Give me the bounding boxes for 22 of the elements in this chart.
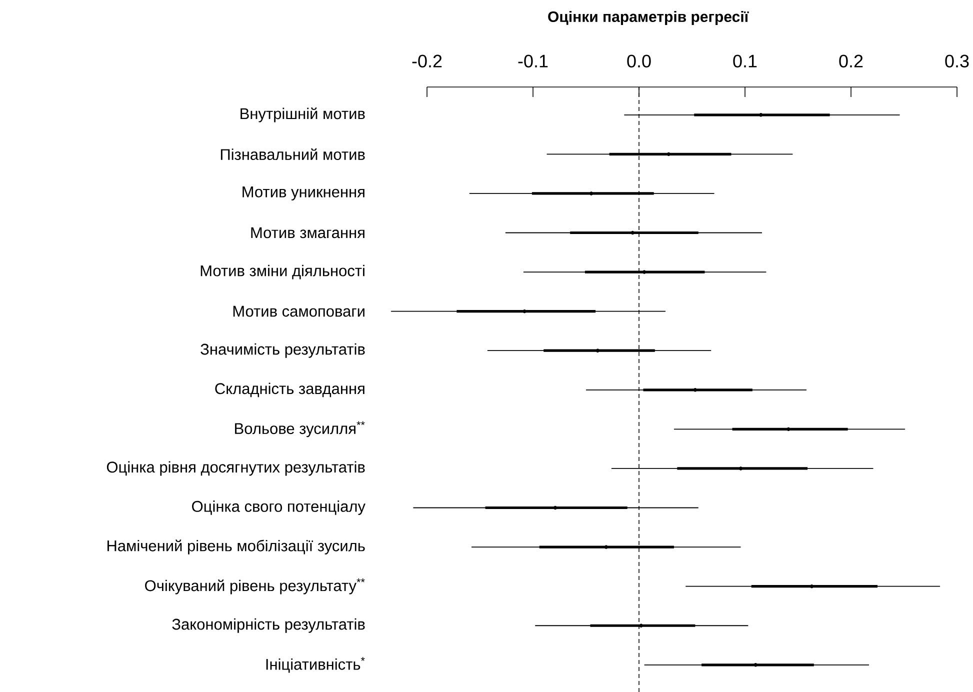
y-tick-label: Вольове зусилля$^{**}$ xyxy=(235,421,365,438)
y-tick-label: Закономірність результатів xyxy=(172,618,365,633)
y-tick-label: Мотив самоповаги xyxy=(233,306,364,317)
x-tick-label: -0.2 xyxy=(412,54,442,68)
y-tick-label: Внутрішній мотив xyxy=(240,108,365,122)
y-tick-label: Ініціативність$^{*}$ xyxy=(266,657,365,673)
y-tick-label: Мотив уникнення xyxy=(242,186,364,200)
x-axis-title: Оцінки параметрів регресії xyxy=(548,11,749,25)
y-tick-label: Оцінка рівня досягнутих результатів xyxy=(106,461,365,476)
x-tick-label: 0.0 xyxy=(627,54,651,68)
y-tick-label: Намічений рівень мобілізації зусиль xyxy=(107,540,365,554)
x-tick-label: 0.1 xyxy=(733,54,757,68)
y-tick-label: Мотив змагання xyxy=(251,227,364,238)
y-tick-label: Складність завдання xyxy=(215,382,364,398)
x-tick-label: 0.3 xyxy=(945,54,969,68)
y-tick-label: Оцінка свого потенціалу xyxy=(192,500,366,515)
y-tick-label: Пізнавальний мотив xyxy=(220,148,365,160)
y-tick-label: Очікуваний рівень результату$^{**}$ xyxy=(145,578,365,594)
x-tick-label: 0.2 xyxy=(839,54,863,68)
x-tick-label: -0.1 xyxy=(518,54,548,68)
y-tick-label: Мотив зміни діяльності xyxy=(200,264,364,280)
y-tick-label: Значимість результатів xyxy=(200,343,365,358)
